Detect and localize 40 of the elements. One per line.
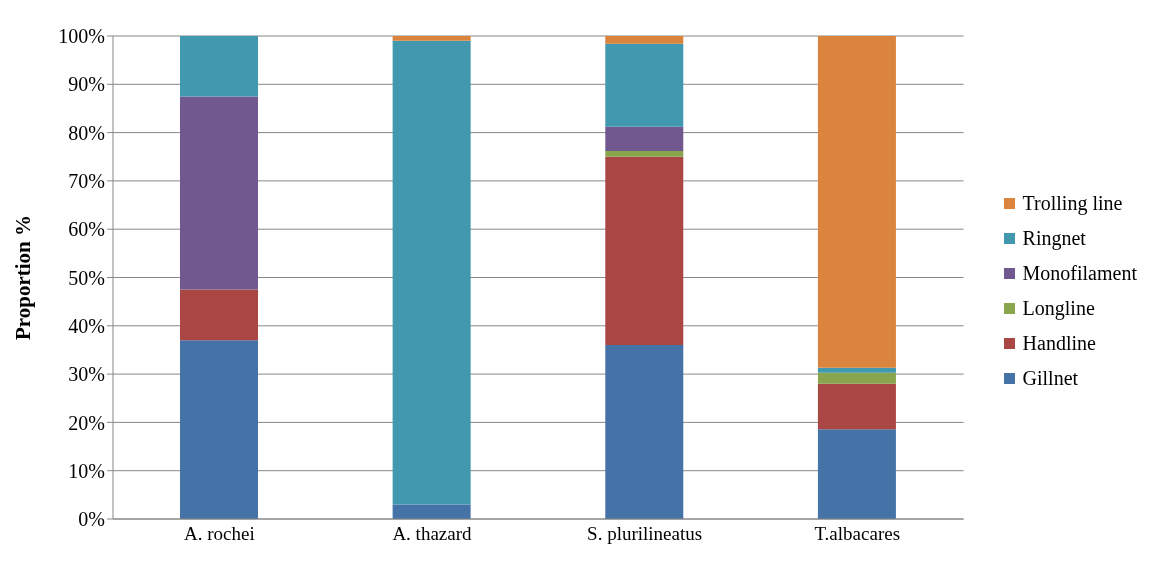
bar	[392, 504, 471, 519]
bar	[817, 36, 896, 368]
bar	[180, 340, 258, 519]
y-tick-label: 60%	[68, 218, 105, 241]
bar	[180, 289, 258, 341]
bar	[605, 36, 684, 44]
y-tick-label: 70%	[68, 170, 105, 192]
y-tick-label: 10%	[68, 459, 105, 482]
y-tick-label: 80%	[68, 121, 105, 144]
bar	[817, 429, 896, 519]
y-tick-label: 100%	[58, 25, 105, 48]
legend-label: Longline	[1022, 296, 1095, 320]
x-tick-label: S. plurilineatus	[587, 523, 703, 545]
x-tick-label: T.albacares	[814, 523, 901, 545]
bar	[392, 40, 471, 505]
legend-label: Gillnet	[1022, 366, 1079, 390]
y-tick-label: 40%	[68, 314, 105, 337]
bar	[817, 372, 896, 384]
bar	[605, 126, 684, 151]
bar	[817, 367, 896, 373]
bar	[817, 383, 896, 430]
legend-label: Monofilament	[1022, 261, 1137, 285]
x-tick-label: A. rochei	[183, 523, 255, 545]
y-tick-label: 0%	[78, 508, 105, 531]
bar	[605, 43, 684, 127]
y-tick-label: 90%	[68, 73, 105, 96]
bar	[605, 345, 684, 519]
y-axis-title: Proportion %	[11, 214, 36, 341]
bar	[605, 156, 684, 346]
legend-label: Handline	[1022, 331, 1096, 355]
bar	[180, 96, 258, 290]
x-tick-label: A. thazard	[392, 523, 473, 545]
legend-label: Ringnet	[1022, 226, 1086, 250]
y-tick-label: 50%	[68, 266, 105, 289]
y-tick-label: 20%	[68, 411, 105, 434]
bar	[605, 150, 684, 157]
bar	[180, 36, 258, 97]
bar	[392, 36, 471, 41]
legend-label: Trolling line	[1022, 191, 1123, 215]
y-tick-label: 30%	[68, 363, 105, 386]
